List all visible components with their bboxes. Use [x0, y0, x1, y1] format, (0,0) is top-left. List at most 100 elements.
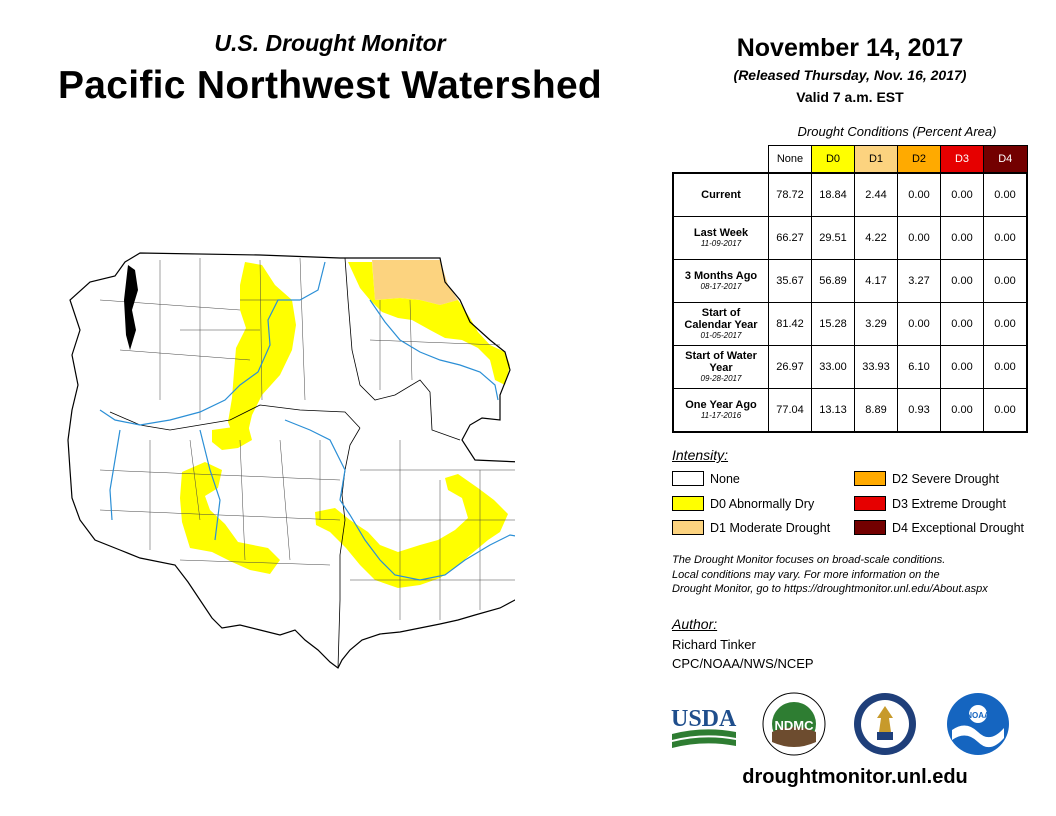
row-date: 11-09-2017 — [700, 239, 742, 248]
legend-swatch — [854, 520, 886, 535]
puget-sound-water — [124, 265, 138, 350]
cell-value: 0.00 — [983, 172, 1028, 217]
author-name: Richard Tinker — [672, 637, 756, 652]
cell-value: 6.10 — [897, 345, 941, 389]
row-label-text: Start of Calendar Year — [684, 307, 758, 331]
cell-value: 0.00 — [940, 302, 984, 346]
d0-area-north-central — [228, 262, 296, 440]
state-border-id-mt — [344, 257, 461, 441]
county-lines — [99, 257, 515, 620]
d0-area-northeast — [348, 262, 510, 385]
author-heading: Author: — [672, 616, 718, 632]
legend-item-d1: D1 Moderate Drought — [672, 520, 830, 535]
row-date: 01-05-2017 — [700, 331, 742, 340]
rivers — [99, 261, 515, 581]
row-date: 08-17-2017 — [700, 282, 742, 291]
cell-value: 81.42 — [768, 302, 812, 346]
cell-value: 0.00 — [940, 216, 984, 260]
header-none: None — [768, 145, 812, 174]
cell-value: 15.28 — [811, 302, 855, 346]
ndmc-logo: NDMC — [762, 692, 826, 756]
disclaimer-note: The Drought Monitor focuses on broad-sca… — [672, 553, 1042, 597]
row-label-text: 3 Months Ago — [684, 270, 758, 282]
legend-label: D4 Exceptional Drought — [892, 520, 1025, 535]
legend-label: D1 Moderate Drought — [710, 520, 831, 535]
row-label: One Year Ago 11-17-2016 — [672, 388, 769, 433]
map-title: Pacific Northwest Watershed — [57, 64, 603, 107]
website-url[interactable]: droughtmonitor.unl.edu — [742, 766, 968, 788]
watershed-map — [67, 252, 515, 669]
map-subtitle: U.S. Drought Monitor — [214, 30, 446, 56]
cell-value: 0.00 — [940, 345, 984, 389]
noaa-logo: NOAA — [947, 693, 1009, 755]
cell-value: 0.00 — [940, 388, 984, 433]
d0-area-oregon — [180, 462, 280, 574]
legend-item-none: None — [672, 471, 740, 486]
cell-value: 33.93 — [854, 345, 898, 389]
cell-value: 0.00 — [983, 388, 1028, 433]
legend-swatch — [854, 471, 886, 486]
legend-item-d3: D3 Extreme Drought — [854, 496, 1006, 511]
valid-time: Valid 7 a.m. EST — [796, 89, 904, 105]
deschutes-river — [199, 429, 221, 541]
table-row: 3 Months Ago 08-17-2017 35.67 56.89 4.17 3.27… — [672, 259, 1028, 303]
cell-value: 77.04 — [768, 388, 812, 433]
legend-item-d2: D2 Severe Drought — [854, 471, 999, 486]
cell-value: 18.84 — [811, 172, 855, 217]
ndmc-logo-text: NDMC — [775, 718, 815, 733]
cell-value: 0.00 — [983, 345, 1028, 389]
usda-logo-text: USDA — [671, 706, 737, 732]
row-label: Start of Calendar Year 01-05-2017 — [672, 302, 769, 346]
cell-value: 4.17 — [854, 259, 898, 303]
cell-value: 0.00 — [983, 216, 1028, 260]
cell-value: 2.44 — [854, 172, 898, 217]
cell-value: 0.00 — [940, 259, 984, 303]
commerce-logo — [854, 693, 916, 755]
cell-value: 0.00 — [983, 259, 1028, 303]
cell-value: 29.51 — [811, 216, 855, 260]
note-line: Local conditions may vary. For more info… — [672, 568, 940, 581]
cell-value: 26.97 — [768, 345, 812, 389]
header-d0: D0 — [811, 145, 855, 174]
legend-label: D3 Extreme Drought — [892, 496, 1006, 511]
cell-value: 0.00 — [897, 302, 941, 346]
boundaries — [67, 252, 515, 669]
willamette-river — [109, 429, 121, 521]
legend-label: D2 Severe Drought — [892, 471, 1000, 486]
state-border-or-id — [337, 427, 361, 669]
row-label-text: Start of Water Year — [685, 350, 757, 374]
row-label-text: Last Week — [693, 227, 749, 239]
cell-value: 0.00 — [897, 216, 941, 260]
legend-swatch — [672, 471, 704, 486]
cell-value: 0.00 — [983, 302, 1028, 346]
clark-fork-river — [369, 299, 499, 401]
drought-areas — [180, 260, 510, 588]
d1-area — [372, 260, 458, 305]
cell-value: 78.72 — [768, 172, 812, 217]
row-label: Last Week 11-09-2017 — [672, 216, 769, 260]
legend-swatch — [672, 496, 704, 511]
row-date: 11-17-2016 — [700, 411, 742, 420]
map-date: November 14, 2017 — [736, 34, 964, 62]
state-border-wa-or — [109, 404, 361, 431]
row-label-text: Current — [701, 189, 741, 201]
cell-value: 3.27 — [897, 259, 941, 303]
legend-label: D0 Abnormally Dry — [710, 496, 815, 511]
legend-swatch — [854, 496, 886, 511]
table-row: Start of Water Year 09-28-2017 26.97 33.00 3… — [672, 345, 1028, 389]
table-header-row: None D0 D1 D2 D3 D4 — [673, 145, 1028, 174]
legend-label: None — [710, 471, 740, 486]
legend-heading: Intensity: — [672, 447, 729, 463]
row-date: 09-28-2017 — [700, 374, 742, 383]
cell-value: 0.93 — [897, 388, 941, 433]
legend-item-d0: D0 Abnormally Dry — [672, 496, 814, 511]
table-row: Current 78.72 18.84 2.44 0.00 0.00 0.00 — [672, 172, 1028, 217]
cell-value: 3.29 — [854, 302, 898, 346]
cell-value: 33.00 — [811, 345, 855, 389]
table-title: Drought Conditions (Percent Area) — [797, 124, 997, 139]
header-d4: D4 — [983, 145, 1028, 174]
d0-area-idaho — [315, 474, 508, 588]
header-d3: D3 — [940, 145, 984, 174]
usda-logo: USDA — [671, 706, 737, 748]
table-row: Last Week 11-09-2017 66.27 29.51 4.22 0.00 0.0… — [672, 216, 1028, 260]
